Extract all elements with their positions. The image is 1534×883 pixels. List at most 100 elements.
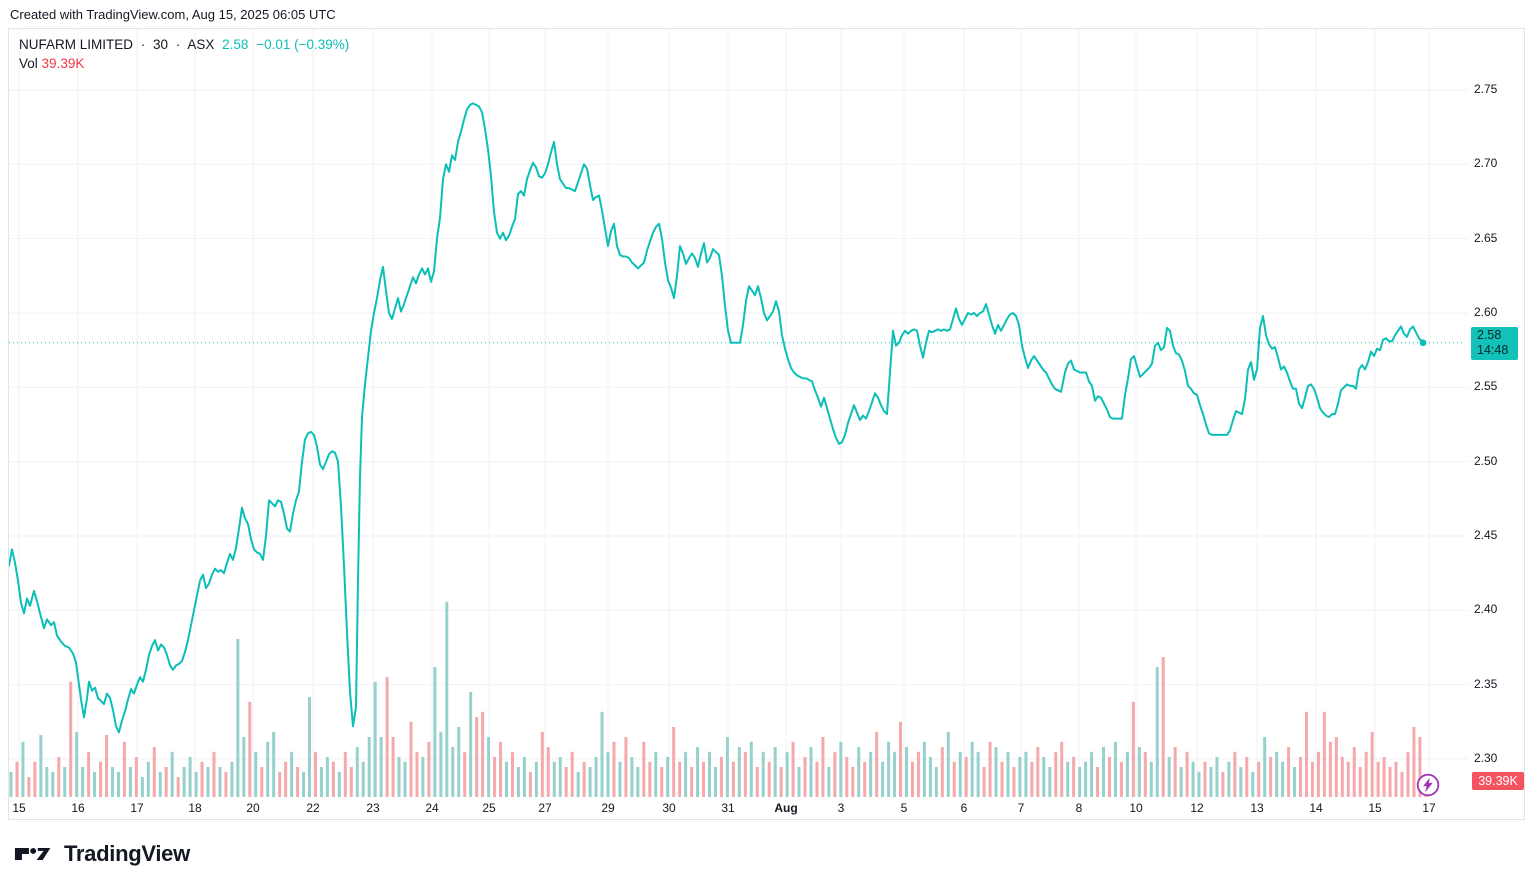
volume-bar xyxy=(767,761,771,797)
volume-bar xyxy=(39,735,43,797)
volume-bar xyxy=(1370,731,1374,797)
volume-bar xyxy=(707,751,711,797)
volume-bar xyxy=(1287,747,1291,797)
last-price-dot xyxy=(1419,339,1427,347)
credit-line: Created with TradingView.com, Aug 15, 20… xyxy=(10,7,336,22)
volume-bar xyxy=(869,751,873,797)
price-chart[interactable] xyxy=(9,29,1524,819)
time-tick-label: 29 xyxy=(601,801,615,815)
volume-bar xyxy=(546,747,550,797)
volume-bar xyxy=(1215,757,1219,797)
volume-bar xyxy=(761,751,765,797)
time-tick-label: 22 xyxy=(306,801,320,815)
time-tick-label: 25 xyxy=(482,801,496,815)
volume-bar xyxy=(1030,761,1034,797)
volume-bar xyxy=(224,771,228,797)
volume-bar xyxy=(916,751,920,797)
volume-bar xyxy=(379,737,383,797)
volume-bar xyxy=(552,761,556,797)
volume-bar xyxy=(1239,767,1243,797)
volume-bar xyxy=(994,747,998,797)
time-scale[interactable]: 15 16 17 18 20 22 23 24 25 27 29 30 31 Aug 3 5 6 7 8 10 12 13… xyxy=(9,795,1524,819)
symbol-name[interactable]: NUFARM LIMITED xyxy=(19,37,134,52)
time-tick-label: 15 xyxy=(1368,801,1382,815)
exchange-label: ASX xyxy=(187,37,215,52)
volume-bar xyxy=(1334,737,1338,797)
volume-bar xyxy=(140,777,144,797)
volume-bar xyxy=(564,767,568,797)
volume-bar xyxy=(403,761,407,797)
volume-bar xyxy=(1281,761,1285,797)
symbol-row[interactable]: NUFARM LIMITED · 30 · ASX 2.58 −0.01 (−0… xyxy=(19,35,353,54)
volume-bar xyxy=(415,751,419,797)
volume-bar xyxy=(1293,767,1297,797)
time-tick-label: 12 xyxy=(1190,801,1204,815)
volume-bar xyxy=(881,761,885,797)
volume-bar xyxy=(27,777,31,797)
volume-bar xyxy=(463,751,467,797)
volume-bar xyxy=(469,691,473,797)
volume-bar xyxy=(110,767,114,797)
volume-bar xyxy=(1137,747,1141,797)
volume-bar xyxy=(499,741,503,797)
flash-button[interactable] xyxy=(1416,773,1440,797)
volume-bar xyxy=(1048,767,1052,797)
volume-bar xyxy=(367,737,371,797)
volume-bar xyxy=(1179,767,1183,797)
volume-bar xyxy=(1006,751,1010,797)
interval-label[interactable]: 30 xyxy=(153,37,169,52)
volume-bar xyxy=(1340,757,1344,797)
volume-bar xyxy=(821,737,825,797)
price-scale[interactable]: 2.75 2.70 2.65 2.60 2.55 2.50 2.45 2.40 2.35 2.30 xyxy=(1468,29,1524,819)
volume-bar xyxy=(75,731,79,797)
price-tick-label: 2.40 xyxy=(1474,602,1498,617)
volume-bar xyxy=(105,735,109,797)
volume-bar xyxy=(678,761,682,797)
volume-bar xyxy=(481,711,485,797)
volume-bar xyxy=(81,767,85,797)
volume-bar xyxy=(373,681,377,797)
volume-bar xyxy=(51,771,55,797)
volume-bar xyxy=(355,747,359,797)
volume-bar xyxy=(1316,751,1320,797)
volume-bar xyxy=(522,757,526,797)
volume-bar xyxy=(1173,747,1177,797)
tradingview-logo[interactable]: TradingView xyxy=(14,841,190,867)
volume-bar xyxy=(188,757,192,797)
volume-bar xyxy=(899,721,903,797)
volume-bar xyxy=(1364,751,1368,797)
time-tick-label: 17 xyxy=(1422,801,1436,815)
volume-bar xyxy=(9,771,13,797)
volume-bar xyxy=(385,677,389,797)
volume-row[interactable]: Vol 39.39K xyxy=(19,54,353,73)
volume-bar xyxy=(1209,767,1213,797)
price-line-series xyxy=(9,102,1424,734)
current-volume-label: 39.39K xyxy=(1472,772,1524,790)
volume-bar xyxy=(439,731,443,797)
volume-bar xyxy=(660,767,664,797)
volume-bar xyxy=(122,741,126,797)
chart-panel: NUFARM LIMITED · 30 · ASX 2.58 −0.01 (−0… xyxy=(8,28,1525,820)
chart-legend[interactable]: NUFARM LIMITED · 30 · ASX 2.58 −0.01 (−0… xyxy=(19,35,353,73)
price-tick-label: 2.35 xyxy=(1474,676,1498,691)
volume-bar xyxy=(487,737,491,797)
volume-bar xyxy=(433,667,437,797)
volume-bar xyxy=(1263,737,1267,797)
volume-bar xyxy=(534,761,538,797)
lightning-icon xyxy=(1416,773,1440,797)
volume-bar xyxy=(636,767,640,797)
volume-bar xyxy=(116,771,120,797)
volume-bar xyxy=(152,747,156,797)
volume-bar xyxy=(1078,767,1082,797)
volume-bar xyxy=(1376,761,1380,797)
volume-bar xyxy=(146,761,150,797)
volume-bar xyxy=(988,741,992,797)
last-price-value: 2.58 xyxy=(222,37,249,52)
time-tick-label: 14 xyxy=(1309,801,1323,815)
volume-bar xyxy=(594,757,598,797)
time-tick-label: 6 xyxy=(960,801,968,815)
volume-bar xyxy=(218,767,222,797)
volume-bar xyxy=(893,751,897,797)
separator-dot: · xyxy=(140,37,146,52)
volume-bar xyxy=(863,761,867,797)
